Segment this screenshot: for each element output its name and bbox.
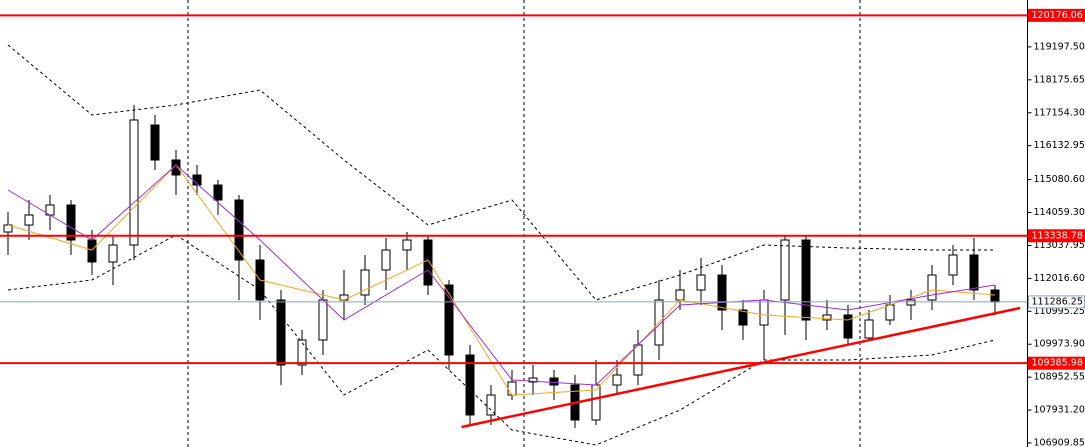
y-tick-label: 115080.60 <box>1034 174 1085 185</box>
candle-body <box>948 254 958 276</box>
indicator-line <box>7 164 996 386</box>
candle-body <box>423 239 433 286</box>
candle-body <box>486 394 496 416</box>
candle-body <box>885 304 895 321</box>
candle-body <box>843 314 853 339</box>
candle-body <box>801 239 811 321</box>
candle-body <box>990 289 1000 303</box>
candle-body <box>24 214 34 226</box>
candle-body <box>864 319 874 339</box>
candle-body <box>633 344 643 376</box>
price-label: 113338.78 <box>1032 230 1083 241</box>
price-label: 111286.25 <box>1032 296 1083 307</box>
candle-body <box>129 119 139 246</box>
candle-body <box>234 199 244 261</box>
candle-body <box>360 269 370 296</box>
y-tick-label: 114059.30 <box>1034 207 1085 218</box>
y-tick-label: 107931.20 <box>1034 405 1085 416</box>
y-tick-label: 113037.95 <box>1034 240 1085 251</box>
candle-body <box>66 204 76 241</box>
y-tick-label: 116132.95 <box>1034 140 1085 151</box>
indicator-line <box>7 234 996 446</box>
candle-body <box>612 374 622 386</box>
candle-body <box>381 249 391 271</box>
y-tick-label: 110995.25 <box>1034 306 1085 317</box>
candle-body <box>276 299 286 366</box>
candle-body <box>822 314 832 321</box>
candle-body <box>87 239 97 263</box>
indicator-line <box>7 44 995 301</box>
y-tick-label: 118175.65 <box>1034 74 1085 85</box>
price-label: 109385.98 <box>1032 358 1083 369</box>
candle-body <box>150 124 160 161</box>
price-label: 120176.06 <box>1032 10 1083 21</box>
candle-body <box>696 274 706 291</box>
candle-body <box>507 381 517 396</box>
candle-body <box>927 274 937 301</box>
y-tick-label: 108952.55 <box>1034 372 1085 383</box>
candle-body <box>738 309 748 326</box>
y-tick-label: 109973.90 <box>1034 339 1085 350</box>
candle-body <box>549 377 559 386</box>
candle-body <box>780 239 790 301</box>
y-tick-label: 117154.30 <box>1034 107 1085 118</box>
candle-body <box>402 239 412 251</box>
trend-line <box>461 306 1021 429</box>
y-tick-label: 119197.50 <box>1034 41 1085 52</box>
candle-body <box>213 184 223 201</box>
y-tick-label: 106909.85 <box>1034 438 1085 447</box>
candle-body <box>528 377 538 383</box>
candle-body <box>969 254 979 291</box>
candle-body <box>318 299 328 341</box>
candle-body <box>108 244 118 263</box>
candle-body <box>297 339 307 366</box>
candle-body <box>465 354 475 416</box>
candle-body <box>717 274 727 311</box>
y-tick-label: 112016.60 <box>1034 273 1085 284</box>
candle-body <box>675 289 685 301</box>
candle-body <box>171 159 181 176</box>
candle-body <box>906 299 916 306</box>
candle-body <box>759 299 769 326</box>
candle-body <box>444 284 454 356</box>
